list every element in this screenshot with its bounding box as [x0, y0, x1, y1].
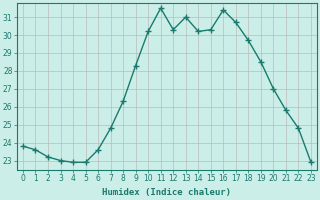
X-axis label: Humidex (Indice chaleur): Humidex (Indice chaleur): [102, 188, 231, 197]
